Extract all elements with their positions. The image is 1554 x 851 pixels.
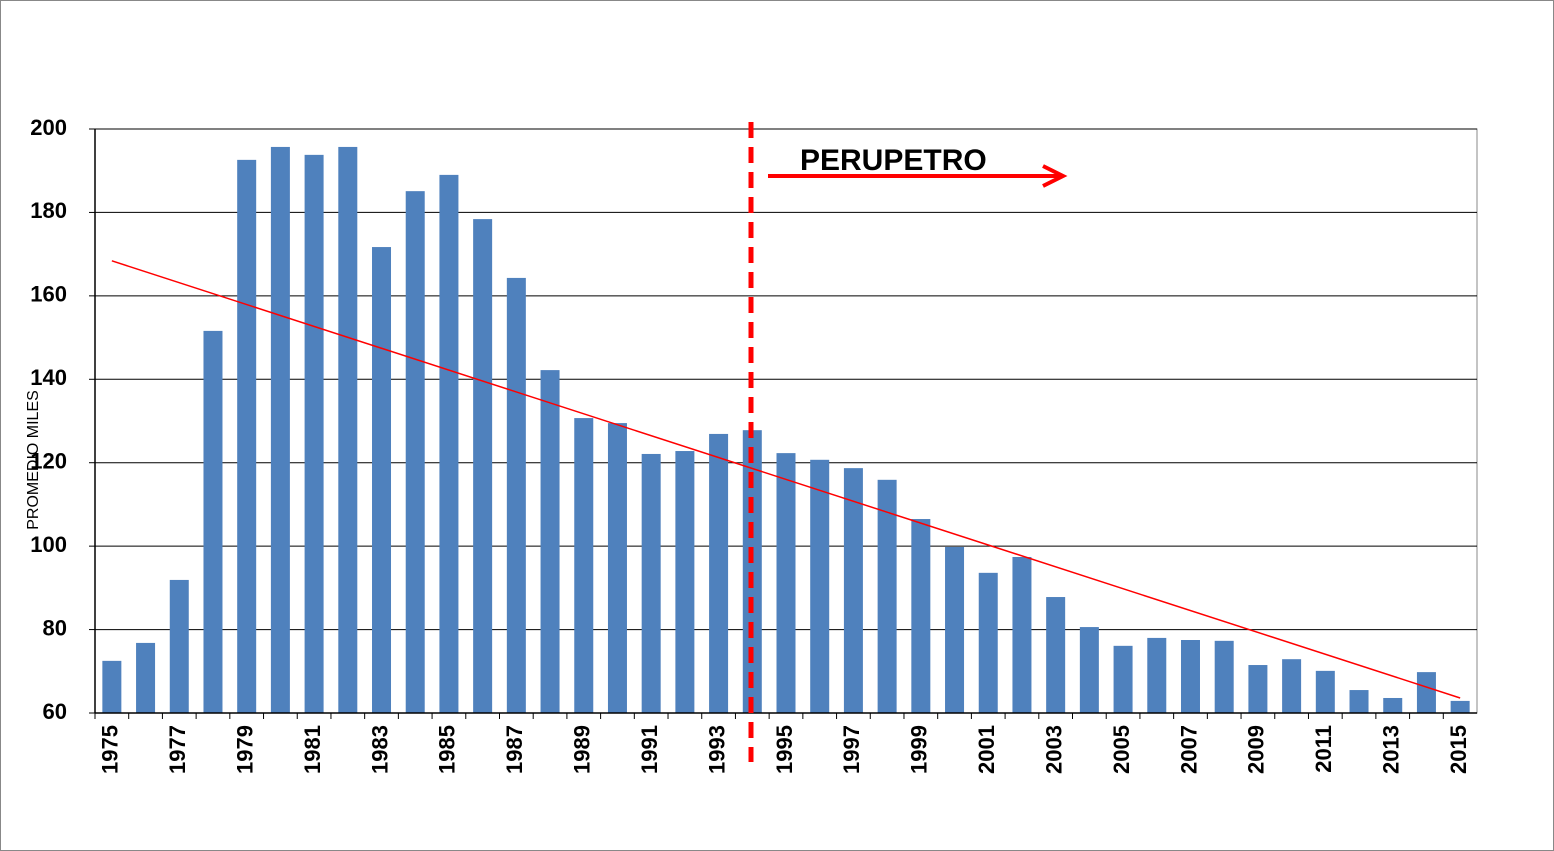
- bar: [506, 277, 526, 713]
- bar: [877, 479, 897, 713]
- bar: [1383, 697, 1403, 713]
- bar: [540, 370, 560, 713]
- x-tick-label: 2001: [974, 725, 999, 774]
- x-tick-label: 1999: [907, 725, 932, 774]
- trendline: [111, 260, 1461, 699]
- bar: [911, 519, 931, 713]
- x-tick-label: 2015: [1446, 725, 1471, 774]
- bar: [102, 660, 122, 713]
- bar: [1282, 659, 1302, 713]
- bar: [574, 418, 594, 713]
- bar: [136, 642, 156, 713]
- bar: [843, 468, 863, 713]
- bar: [1349, 690, 1369, 713]
- x-tick-label: 1987: [502, 725, 527, 774]
- x-tick-label: 1989: [570, 725, 595, 774]
- bar: [203, 330, 223, 713]
- x-tick-label: 1991: [637, 725, 662, 774]
- bar: [473, 219, 493, 714]
- x-tick-label: 2013: [1379, 725, 1404, 774]
- y-tick-label: 140: [30, 365, 67, 390]
- bar: [237, 159, 257, 713]
- y-tick-label: 100: [30, 532, 67, 557]
- bar: [405, 191, 425, 713]
- x-tick-label: 2007: [1176, 725, 1201, 774]
- bar: [1046, 597, 1066, 713]
- bar: [338, 146, 358, 714]
- x-tick-label: 1981: [300, 725, 325, 774]
- bar: [169, 579, 189, 713]
- x-tick-label: 1977: [165, 725, 190, 774]
- annotation-arrowhead: [1042, 164, 1068, 188]
- bar: [945, 546, 965, 713]
- bar: [1416, 672, 1436, 713]
- bar: [810, 459, 830, 713]
- plot-area: 60 80 100 120 140 160 180 200 1975 1977 1979 1981 19…: [30, 115, 1478, 774]
- y-tick-label: 60: [43, 699, 67, 724]
- x-tick-label: 1995: [772, 725, 797, 774]
- y-tick-label: 180: [30, 198, 67, 223]
- y-tick-label: 200: [30, 115, 67, 140]
- bar: [1113, 645, 1133, 713]
- x-tick-label: 1975: [98, 725, 123, 774]
- bar: [709, 433, 729, 713]
- y-axis-title: PROMEDIO MILES: [25, 390, 42, 530]
- y-tick-label: 160: [30, 282, 67, 307]
- x-tick-label: 2005: [1109, 725, 1134, 774]
- bar: [641, 453, 661, 713]
- y-tick-label: 80: [43, 615, 67, 640]
- bar: [439, 174, 459, 713]
- bar: [1012, 556, 1032, 713]
- x-tick-label: 1983: [367, 725, 392, 774]
- bar: [675, 451, 695, 713]
- x-tick-label: 1985: [435, 725, 460, 774]
- y-tick-label: 120: [30, 449, 67, 474]
- bar: [742, 430, 762, 713]
- bar: [1450, 700, 1470, 713]
- x-tick-label: 1979: [232, 725, 257, 774]
- bar: [1214, 640, 1234, 713]
- x-tick-label: 2003: [1041, 725, 1066, 774]
- x-tick-label: 1993: [704, 725, 729, 774]
- x-tick-label: 2011: [1311, 725, 1336, 773]
- bar: [1079, 627, 1099, 713]
- bar: [1180, 640, 1200, 713]
- bar: [1147, 637, 1167, 713]
- bar: [270, 146, 290, 714]
- bar: [776, 453, 796, 713]
- bar: [978, 572, 998, 713]
- bar: [607, 423, 627, 713]
- bar: [304, 154, 324, 713]
- annotation-text: PERUPETRO: [800, 144, 987, 177]
- x-tick-label: 2009: [1244, 725, 1269, 774]
- bar: [372, 247, 392, 713]
- bar: [1315, 670, 1335, 713]
- bar: [1248, 665, 1268, 713]
- x-tick-label: 1997: [839, 725, 864, 774]
